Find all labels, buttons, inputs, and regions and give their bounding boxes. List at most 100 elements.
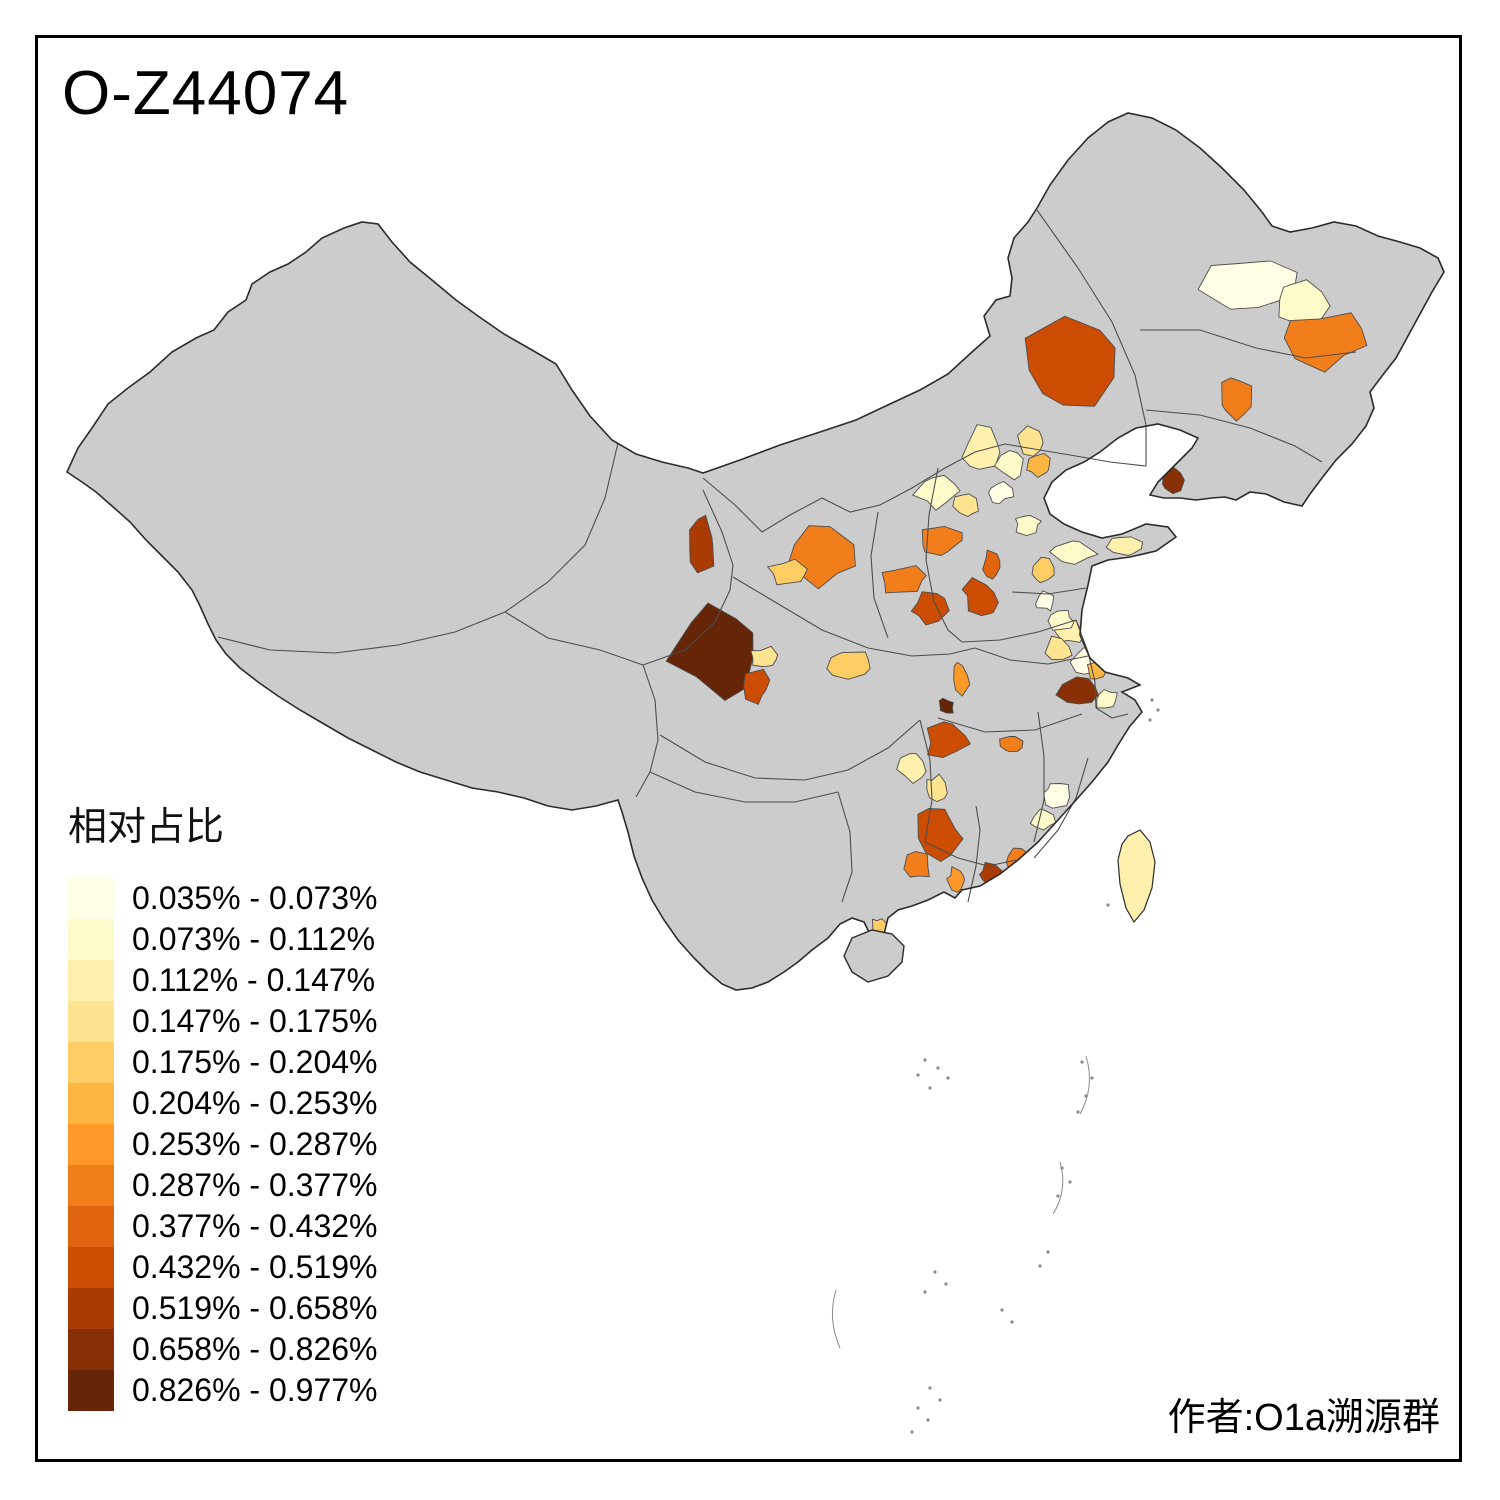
prefecture-region <box>1096 689 1118 709</box>
small-island <box>1000 1308 1004 1312</box>
legend-row: 0.826% - 0.977% <box>68 1370 378 1411</box>
legend-label: 0.432% - 0.519% <box>132 1249 378 1285</box>
prefecture-region <box>1048 540 1100 565</box>
legend-row: 0.377% - 0.432% <box>68 1206 378 1247</box>
small-island <box>1010 1320 1014 1324</box>
prefecture-region <box>1026 453 1051 479</box>
province-border <box>974 647 1089 665</box>
island-chain <box>1079 1055 1090 1115</box>
prefecture-region <box>1047 609 1075 631</box>
legend-swatch <box>68 919 114 960</box>
legend-row: 0.147% - 0.175% <box>68 1001 378 1042</box>
legend-label: 0.658% - 0.826% <box>132 1331 378 1367</box>
legend-label: 0.073% - 0.112% <box>132 921 376 957</box>
small-island <box>1076 1110 1080 1114</box>
legend-row: 0.035% - 0.073% <box>68 878 378 919</box>
legend-swatch <box>68 1206 114 1247</box>
province-border <box>649 771 839 803</box>
legend-swatch <box>68 878 114 919</box>
province-border <box>732 576 976 657</box>
legend-row: 0.432% - 0.519% <box>68 1247 378 1288</box>
province-border <box>919 719 933 843</box>
legend-swatch <box>68 1001 114 1042</box>
small-island <box>933 1270 937 1274</box>
prefecture-region <box>1031 556 1055 584</box>
small-island <box>1148 718 1152 722</box>
prefecture-region <box>953 662 971 697</box>
province-border <box>1140 329 1357 359</box>
legend-row: 0.519% - 0.658% <box>68 1288 378 1329</box>
small-island <box>1090 1076 1094 1080</box>
prefecture-region <box>1029 808 1057 831</box>
province-border <box>702 477 763 533</box>
prefecture-region <box>689 514 715 574</box>
small-island <box>923 1290 927 1294</box>
province-border <box>870 511 889 639</box>
province-border <box>1145 409 1323 463</box>
prefecture-region <box>766 558 808 586</box>
small-island <box>910 1430 914 1434</box>
province-border <box>837 791 853 903</box>
small-island <box>1038 1264 1042 1268</box>
small-island <box>946 1076 950 1080</box>
province-border <box>761 443 1147 533</box>
legend-label: 0.035% - 0.073% <box>132 880 378 916</box>
legend-label: 0.253% - 0.287% <box>132 1126 378 1162</box>
legend: 相对占比 0.035% - 0.073% 0.073% - 0.112% 0.112… <box>68 806 378 1411</box>
province-border <box>504 611 644 666</box>
province-border <box>1033 757 1089 859</box>
prefecture-region <box>917 807 964 863</box>
author-credit: 作者:O1a溯源群 <box>1167 1397 1440 1439</box>
small-island <box>944 1282 948 1286</box>
legend-row: 0.073% - 0.112% <box>68 919 378 960</box>
legend-row: 0.112% - 0.147% <box>68 960 378 1001</box>
legend-label: 0.147% - 0.175% <box>132 1003 378 1039</box>
small-island <box>938 1398 942 1402</box>
province-border <box>924 841 1017 867</box>
legend-swatch <box>68 1165 114 1206</box>
province-border <box>1011 587 1087 595</box>
prefecture-region <box>826 651 871 680</box>
legend-swatch <box>68 1288 114 1329</box>
small-island <box>1080 1060 1084 1064</box>
island-chain <box>1052 1161 1064 1215</box>
small-island <box>1106 903 1110 907</box>
prefecture-region <box>1105 536 1144 556</box>
legend-label: 0.112% - 0.147% <box>132 962 376 998</box>
province-border <box>1075 619 1097 709</box>
legend-swatch <box>68 1247 114 1288</box>
small-island <box>1156 708 1160 712</box>
province-border <box>635 664 659 798</box>
legend-swatch <box>68 1124 114 1165</box>
province-border <box>217 442 619 654</box>
legend-row: 0.253% - 0.287% <box>68 1124 378 1165</box>
small-island <box>936 1066 940 1070</box>
legend-swatch <box>68 1329 114 1370</box>
prefecture-region <box>993 450 1024 481</box>
prefecture-region <box>961 424 1001 470</box>
small-island <box>1068 1180 1072 1184</box>
legend-swatch <box>68 960 114 1001</box>
small-island <box>923 1058 927 1062</box>
province-border <box>937 713 1083 733</box>
prefecture-region <box>911 474 961 511</box>
page-title: O-Z44074 <box>62 59 350 128</box>
province-border <box>659 719 921 781</box>
prefecture-region <box>910 591 950 626</box>
prefecture-region <box>1043 783 1070 809</box>
prefecture-region <box>1221 377 1253 422</box>
legend-label: 0.826% - 0.977% <box>132 1372 378 1408</box>
legend-row: 0.658% - 0.826% <box>68 1329 378 1370</box>
small-island <box>916 1406 920 1410</box>
prefecture-region <box>1014 515 1043 536</box>
province-border <box>925 467 963 643</box>
legend-swatch <box>68 1370 114 1411</box>
legend-swatch <box>68 1083 114 1124</box>
province-border <box>642 489 734 666</box>
prefecture-region <box>926 721 971 758</box>
prefecture-region <box>743 668 771 705</box>
legend-swatch <box>68 1042 114 1083</box>
province-border <box>1095 707 1129 719</box>
